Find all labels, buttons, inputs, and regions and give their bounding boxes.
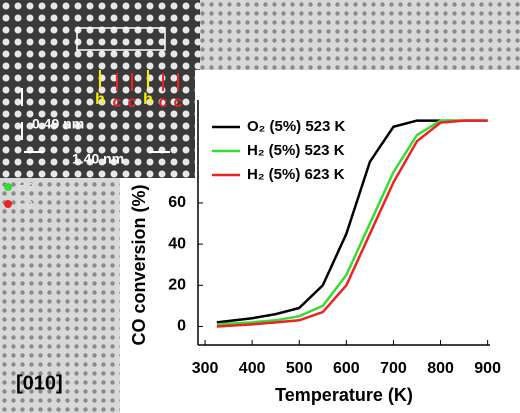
chart-panel xyxy=(120,178,200,413)
legend-label: H₂ (5%) 623 K xyxy=(247,166,345,183)
annotation: c xyxy=(128,94,137,111)
x-tick-label: 900 xyxy=(474,360,501,377)
annotation: c xyxy=(113,94,122,111)
legend-label: O₂ (5%) 523 K xyxy=(247,118,346,135)
y-tick-label: 0 xyxy=(177,318,186,335)
x-tick-label: 600 xyxy=(333,360,360,377)
x-tick-label: 800 xyxy=(427,360,454,377)
chart-panel xyxy=(195,70,520,413)
x-tick-label: 500 xyxy=(286,360,313,377)
legend-label: H₂ (5%) 523 K xyxy=(247,142,345,159)
annotation: [010] xyxy=(16,372,63,394)
y-tick-label: 40 xyxy=(168,235,186,252)
annotation: h xyxy=(143,91,153,108)
scale-arrows xyxy=(21,88,170,153)
annotation: 1.40 nm xyxy=(72,151,124,167)
unit-cell-box xyxy=(76,27,166,51)
x-tick-label: 400 xyxy=(239,360,266,377)
annotation: h xyxy=(95,91,105,108)
y-tick-label: 20 xyxy=(168,277,186,294)
x-axis-label: Temperature (K) xyxy=(275,385,413,405)
fe-dot xyxy=(4,200,12,208)
series-line xyxy=(216,119,488,326)
annotation: c xyxy=(159,94,168,111)
y-tick-label: 60 xyxy=(168,194,186,211)
x-tick-label: 700 xyxy=(380,360,407,377)
annotation: Fe xyxy=(17,196,34,212)
annotation: Ba xyxy=(17,178,35,194)
tem-inset xyxy=(0,0,200,178)
series-line xyxy=(216,119,488,328)
annotation: c xyxy=(174,94,183,111)
y-axis-label: CO conversion (%) xyxy=(129,184,149,345)
x-tick-label: 300 xyxy=(192,360,219,377)
annotation: 0.49 nm xyxy=(32,116,84,132)
ba-dot xyxy=(4,183,12,191)
